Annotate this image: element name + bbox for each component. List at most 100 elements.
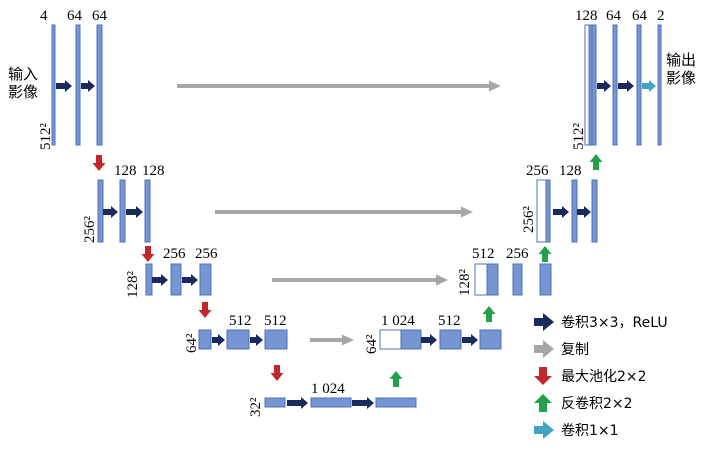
- maxpool-arrow-icon: [270, 365, 284, 381]
- channel-label: 4: [40, 8, 48, 24]
- upconv-arrow-icon: [589, 154, 603, 170]
- conv3x3-arrow-icon: [597, 80, 611, 92]
- feature-map-block: [571, 179, 578, 243]
- size-label: 64²: [184, 333, 200, 353]
- upconv-arrow-icon: [482, 306, 496, 322]
- size-label: 64²: [364, 334, 380, 354]
- channel-label: 512: [438, 313, 461, 329]
- maxpool-arrow-icon: [198, 302, 212, 318]
- conv3x3-arrow-icon: [462, 334, 478, 346]
- upconv-arrow-icon: [389, 371, 403, 387]
- copied-feature-map-block: [379, 329, 402, 350]
- feature-map-block: [375, 397, 417, 408]
- channel-label: 512: [472, 246, 495, 262]
- copy-arrow-icon: [310, 334, 354, 346]
- feature-map-block: [479, 329, 502, 350]
- legend-maxpool-arrow-icon: [534, 367, 552, 385]
- channel-label: 2: [657, 8, 665, 24]
- legend-conv1x1-arrow-icon: [534, 421, 554, 439]
- feature-map-block: [264, 329, 288, 350]
- feature-map-block: [96, 24, 103, 146]
- copied-feature-map-block: [584, 24, 590, 146]
- feature-map-block: [439, 329, 462, 350]
- legend-upconv-label: 反卷积2×2: [561, 396, 633, 412]
- feature-map-block: [657, 24, 662, 146]
- feature-map-block: [591, 24, 597, 146]
- channel-label: 64: [606, 8, 622, 24]
- legend-upconv-arrow-icon: [534, 394, 552, 412]
- conv3x3-arrow-icon: [56, 80, 72, 92]
- feature-map-block: [119, 179, 126, 243]
- input-label-line1: 输入: [8, 65, 38, 83]
- copy-arrow-icon: [272, 274, 448, 286]
- output-label-line1: 输出: [666, 51, 696, 69]
- legend-conv1-label: 卷积1×1: [561, 423, 619, 439]
- feature-map-block: [264, 397, 286, 408]
- channel-label: 1 024: [381, 313, 415, 329]
- feature-map-block: [199, 263, 212, 296]
- output-label-line2: 影像: [666, 69, 696, 87]
- feature-map-block: [226, 329, 250, 350]
- feature-map-block: [512, 263, 523, 296]
- flow-arrows: [56, 80, 656, 409]
- copy-arrow-icon: [177, 80, 501, 92]
- channel-label: 64: [632, 8, 648, 24]
- upconv-arrow-icon: [538, 246, 552, 262]
- size-label: 512²: [38, 123, 54, 151]
- conv3x3-arrow-icon: [618, 80, 634, 92]
- feature-map-block: [198, 329, 212, 350]
- feature-map-block: [75, 24, 81, 146]
- channel-label: 256: [526, 163, 549, 179]
- maxpool-arrow-icon: [141, 246, 155, 262]
- feature-map-blocks: [51, 24, 662, 408]
- conv3x3-arrow-icon: [212, 334, 225, 346]
- size-label: 128²: [125, 271, 141, 299]
- feature-map-block: [97, 179, 104, 243]
- channel-label: 128: [559, 163, 582, 179]
- feature-map-block: [591, 179, 598, 243]
- legend: 卷积3×3，ReLU 复制 最大池化2×2 反卷积2×2 卷积1×1: [534, 313, 668, 439]
- conv1x1-arrow-icon: [642, 80, 656, 92]
- channel-label: 128: [114, 163, 137, 179]
- conv3x3-arrow-icon: [250, 334, 263, 346]
- size-label: 256²: [82, 216, 98, 244]
- feature-map-block: [486, 263, 499, 296]
- legend-conv3x3-arrow-icon: [534, 313, 554, 331]
- size-label: 256²: [521, 206, 537, 234]
- legend-copy-arrow-icon: [534, 340, 554, 358]
- legend-copy-label: 复制: [561, 341, 589, 358]
- feature-map-block: [144, 179, 151, 243]
- conv3x3-arrow-icon: [352, 397, 374, 409]
- conv3x3-arrow-icon: [81, 80, 95, 92]
- size-label: 32²: [248, 397, 264, 417]
- channel-label: 128: [142, 163, 165, 179]
- copy-arrow-icon: [215, 206, 473, 218]
- feature-map-block: [539, 263, 552, 296]
- maxpool-arrow-icon: [92, 155, 106, 171]
- feature-map-block: [400, 329, 422, 350]
- feature-map-block: [636, 24, 642, 146]
- channel-label: 512: [229, 313, 252, 329]
- legend-pool-label: 最大池化2×2: [561, 369, 647, 385]
- conv3x3-arrow-icon: [103, 206, 118, 218]
- feature-map-block: [145, 263, 153, 296]
- legend-conv3-label: 卷积3×3，ReLU: [561, 315, 668, 331]
- channel-label: 128: [575, 8, 598, 24]
- channel-label: 512: [264, 313, 287, 329]
- input-label-line2: 影像: [8, 83, 38, 101]
- channel-label: 256: [195, 246, 218, 262]
- channel-label: 256: [163, 246, 186, 262]
- channel-label: 64: [92, 8, 108, 24]
- channel-label: 256: [506, 246, 529, 262]
- conv3x3-arrow-icon: [152, 274, 168, 286]
- channel-label: 1 024: [311, 381, 345, 397]
- conv3x3-arrow-icon: [126, 206, 143, 218]
- copied-feature-map-block: [474, 263, 488, 296]
- feature-map-block: [310, 397, 352, 408]
- feature-map-block: [612, 24, 618, 146]
- conv3x3-arrow-icon: [287, 397, 308, 409]
- channel-label: 64: [67, 8, 83, 24]
- conv3x3-arrow-icon: [553, 206, 569, 218]
- copied-feature-map-block: [536, 179, 547, 243]
